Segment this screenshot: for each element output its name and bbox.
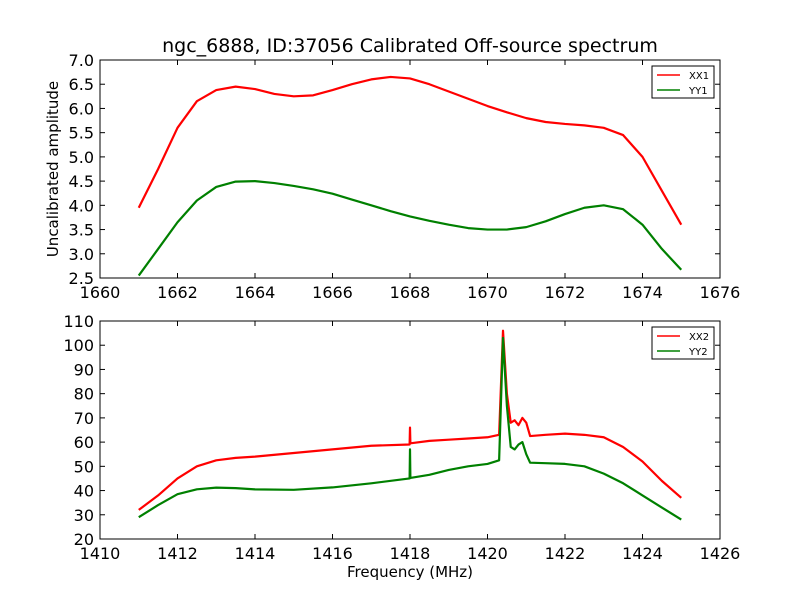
lower-x-axis-label: Frequency (MHz) [347, 563, 473, 581]
lower-y-tick-label: 30 [74, 506, 94, 525]
upper-y-tick-label: 5.5 [69, 124, 94, 143]
lower-x-tick-label: 1420 [467, 544, 508, 563]
upper-x-tick-label: 1664 [235, 283, 276, 302]
lower-x-tick-label: 1418 [390, 544, 431, 563]
upper-legend-box [651, 65, 715, 99]
lower-x-tick-label: 1426 [700, 544, 741, 563]
upper-y-tick-label: 4.0 [69, 196, 94, 215]
upper-y-tick-label: 2.5 [69, 269, 94, 288]
lower-x-tick-label: 1424 [622, 544, 663, 563]
lower-legend-box [651, 326, 715, 360]
lower-x-tick-label: 1416 [312, 544, 353, 563]
upper-x-tick-label: 1668 [390, 283, 431, 302]
lower-y-tick-label: 90 [74, 360, 94, 379]
upper-legend-label-xx1: XX1 [689, 71, 709, 82]
upper-x-tick-label: 1676 [700, 283, 741, 302]
upper-y-tick-label: 3.0 [69, 245, 94, 264]
upper-series-line-xx1 [137, 75, 683, 226]
lower-series-line-yy2 [138, 336, 682, 521]
lower-legend-label-xx2: XX2 [689, 332, 709, 343]
lower-y-tick-label: 80 [74, 385, 94, 404]
lower-x-tick-label: 1412 [157, 544, 198, 563]
upper-y-tick-label: 4.5 [69, 172, 94, 191]
upper-x-tick-label: 1670 [467, 283, 508, 302]
upper-series-line-yy1 [137, 180, 683, 277]
lower-y-tick-label: 60 [74, 433, 94, 452]
upper-y-tick-label: 6.5 [69, 75, 94, 94]
lower-y-tick-label: 70 [74, 409, 94, 428]
upper-y-tick-label: 7.0 [69, 51, 94, 70]
upper-x-tick-label: 1662 [157, 283, 198, 302]
upper-axes-frame [99, 59, 721, 279]
lower-y-tick-label: 110 [63, 312, 94, 331]
figure-title: ngc_6888, ID:37056 Calibrated Off-source… [162, 35, 658, 57]
lower-x-tick-label: 1410 [80, 544, 121, 563]
lower-x-tick-label: 1422 [545, 544, 586, 563]
upper-spectrum-panel: 1660 1662 1664 1666 1668 1670 1672 1674 1676 2.5 3… [44, 51, 740, 302]
upper-x-tick-label: 1666 [312, 283, 353, 302]
upper-y-tick-label: 6.0 [69, 99, 94, 118]
upper-y-tick-label: 3.5 [69, 221, 94, 240]
lower-spectrum-panel: 1410 1412 1414 1416 1418 1420 1422 1424 1426 20 30… [63, 312, 740, 581]
upper-x-tick-label: 1660 [80, 283, 121, 302]
lower-legend-label-yy2: YY2 [688, 347, 708, 358]
lower-series-line-xx2 [138, 329, 682, 511]
lower-y-tick-label: 20 [74, 530, 94, 549]
upper-y-tick-label: 5.0 [69, 148, 94, 167]
upper-y-axis-label: Uncalibrated amplitude [44, 81, 62, 257]
lower-y-tick-label: 50 [74, 457, 94, 476]
lower-y-tick-label: 100 [63, 336, 94, 355]
upper-x-tick-label: 1674 [622, 283, 663, 302]
lower-y-tick-label: 40 [74, 482, 94, 501]
upper-legend-label-yy1: YY1 [688, 86, 708, 97]
upper-x-tick-label: 1672 [545, 283, 586, 302]
lower-x-tick-label: 1414 [235, 544, 276, 563]
